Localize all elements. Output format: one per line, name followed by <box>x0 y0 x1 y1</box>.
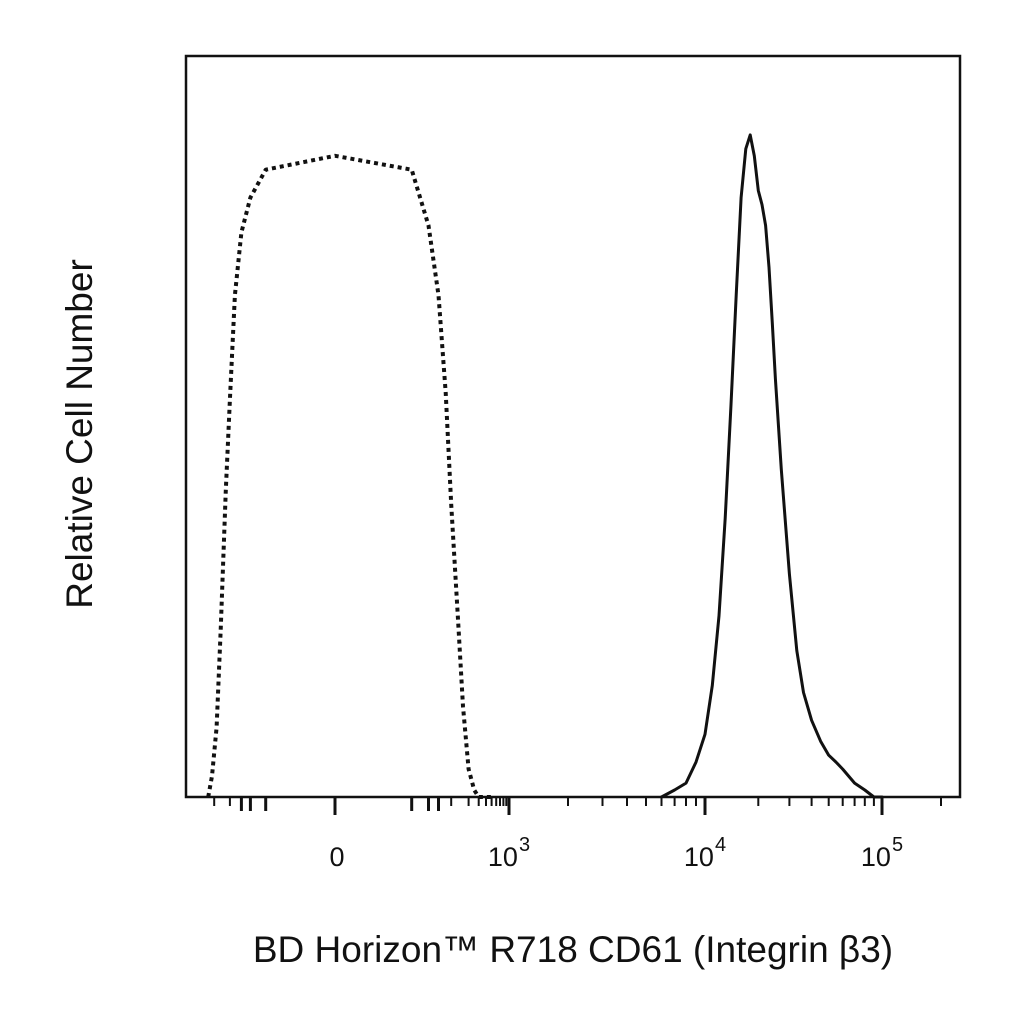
tick-layer: 0 103 104 105 <box>329 797 903 872</box>
x-tick-label: 103 <box>488 834 530 872</box>
x-axis-label: BD Horizon™ R718 CD61 (Integrin β3) <box>253 929 893 970</box>
series-layer <box>206 133 884 799</box>
x-tick-label: 0 <box>329 842 344 872</box>
minor-tick-layer <box>213 797 942 811</box>
series-line-dotted <box>206 153 492 799</box>
plot-frame <box>184 54 962 799</box>
x-tick-label: 105 <box>861 834 903 872</box>
series-line-solid <box>660 133 884 799</box>
y-axis-label: Relative Cell Number <box>59 259 100 609</box>
x-tick-label: 104 <box>684 834 726 872</box>
